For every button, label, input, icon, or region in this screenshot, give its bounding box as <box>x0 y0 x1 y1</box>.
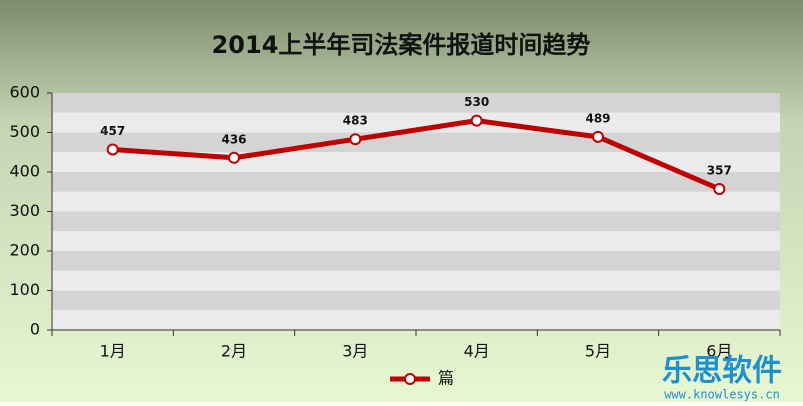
data-label: 457 <box>100 124 125 138</box>
stripe <box>52 290 780 311</box>
stripe <box>52 270 780 291</box>
y-tick-label: 500 <box>9 122 40 141</box>
y-tick-label: 600 <box>9 83 40 102</box>
x-tick-label: 3月 <box>342 342 368 361</box>
y-tick-label: 0 <box>30 320 40 339</box>
data-point <box>713 182 726 195</box>
stripe <box>52 112 780 133</box>
data-point <box>349 133 362 146</box>
y-tick-label: 100 <box>9 280 40 299</box>
chart-title: 2014上半年司法案件报道时间趋势 <box>212 31 591 59</box>
legend-marker <box>404 373 416 385</box>
y-tick-label: 400 <box>9 162 40 181</box>
data-point <box>228 151 240 164</box>
x-tick-label: 5月 <box>585 342 611 361</box>
stripe <box>52 172 780 192</box>
data-label: 489 <box>585 111 610 125</box>
data-point <box>106 143 119 156</box>
stripe <box>52 251 780 271</box>
watermark-brand: 乐思软件 <box>662 354 782 389</box>
x-tick-label: 1月 <box>100 342 126 361</box>
plot-area: 0 100 200 300 400 500 600 1月 2月 3月 4月 5月 6月 457 436 483… <box>9 83 781 388</box>
y-tick-label: 300 <box>9 201 40 220</box>
data-label: 530 <box>464 95 489 109</box>
stripe <box>52 93 780 113</box>
stripe <box>52 132 780 153</box>
legend-label: 篇 <box>438 369 454 388</box>
x-tick-label: 6月 <box>706 342 732 361</box>
data-point <box>470 114 483 127</box>
y-tick-label: 200 <box>9 241 40 260</box>
data-label: 436 <box>221 132 246 146</box>
data-point <box>592 130 604 143</box>
x-tick-label: 4月 <box>464 342 490 361</box>
stripe <box>52 211 780 232</box>
watermark-url: www.knowlesys.cn <box>664 388 780 402</box>
stripe <box>52 231 780 251</box>
data-label: 483 <box>343 114 368 128</box>
stripe <box>52 310 780 330</box>
x-tick-label: 2月 <box>221 342 247 361</box>
data-label: 357 <box>707 163 732 177</box>
series-line <box>112 118 721 192</box>
stripe <box>52 191 780 212</box>
